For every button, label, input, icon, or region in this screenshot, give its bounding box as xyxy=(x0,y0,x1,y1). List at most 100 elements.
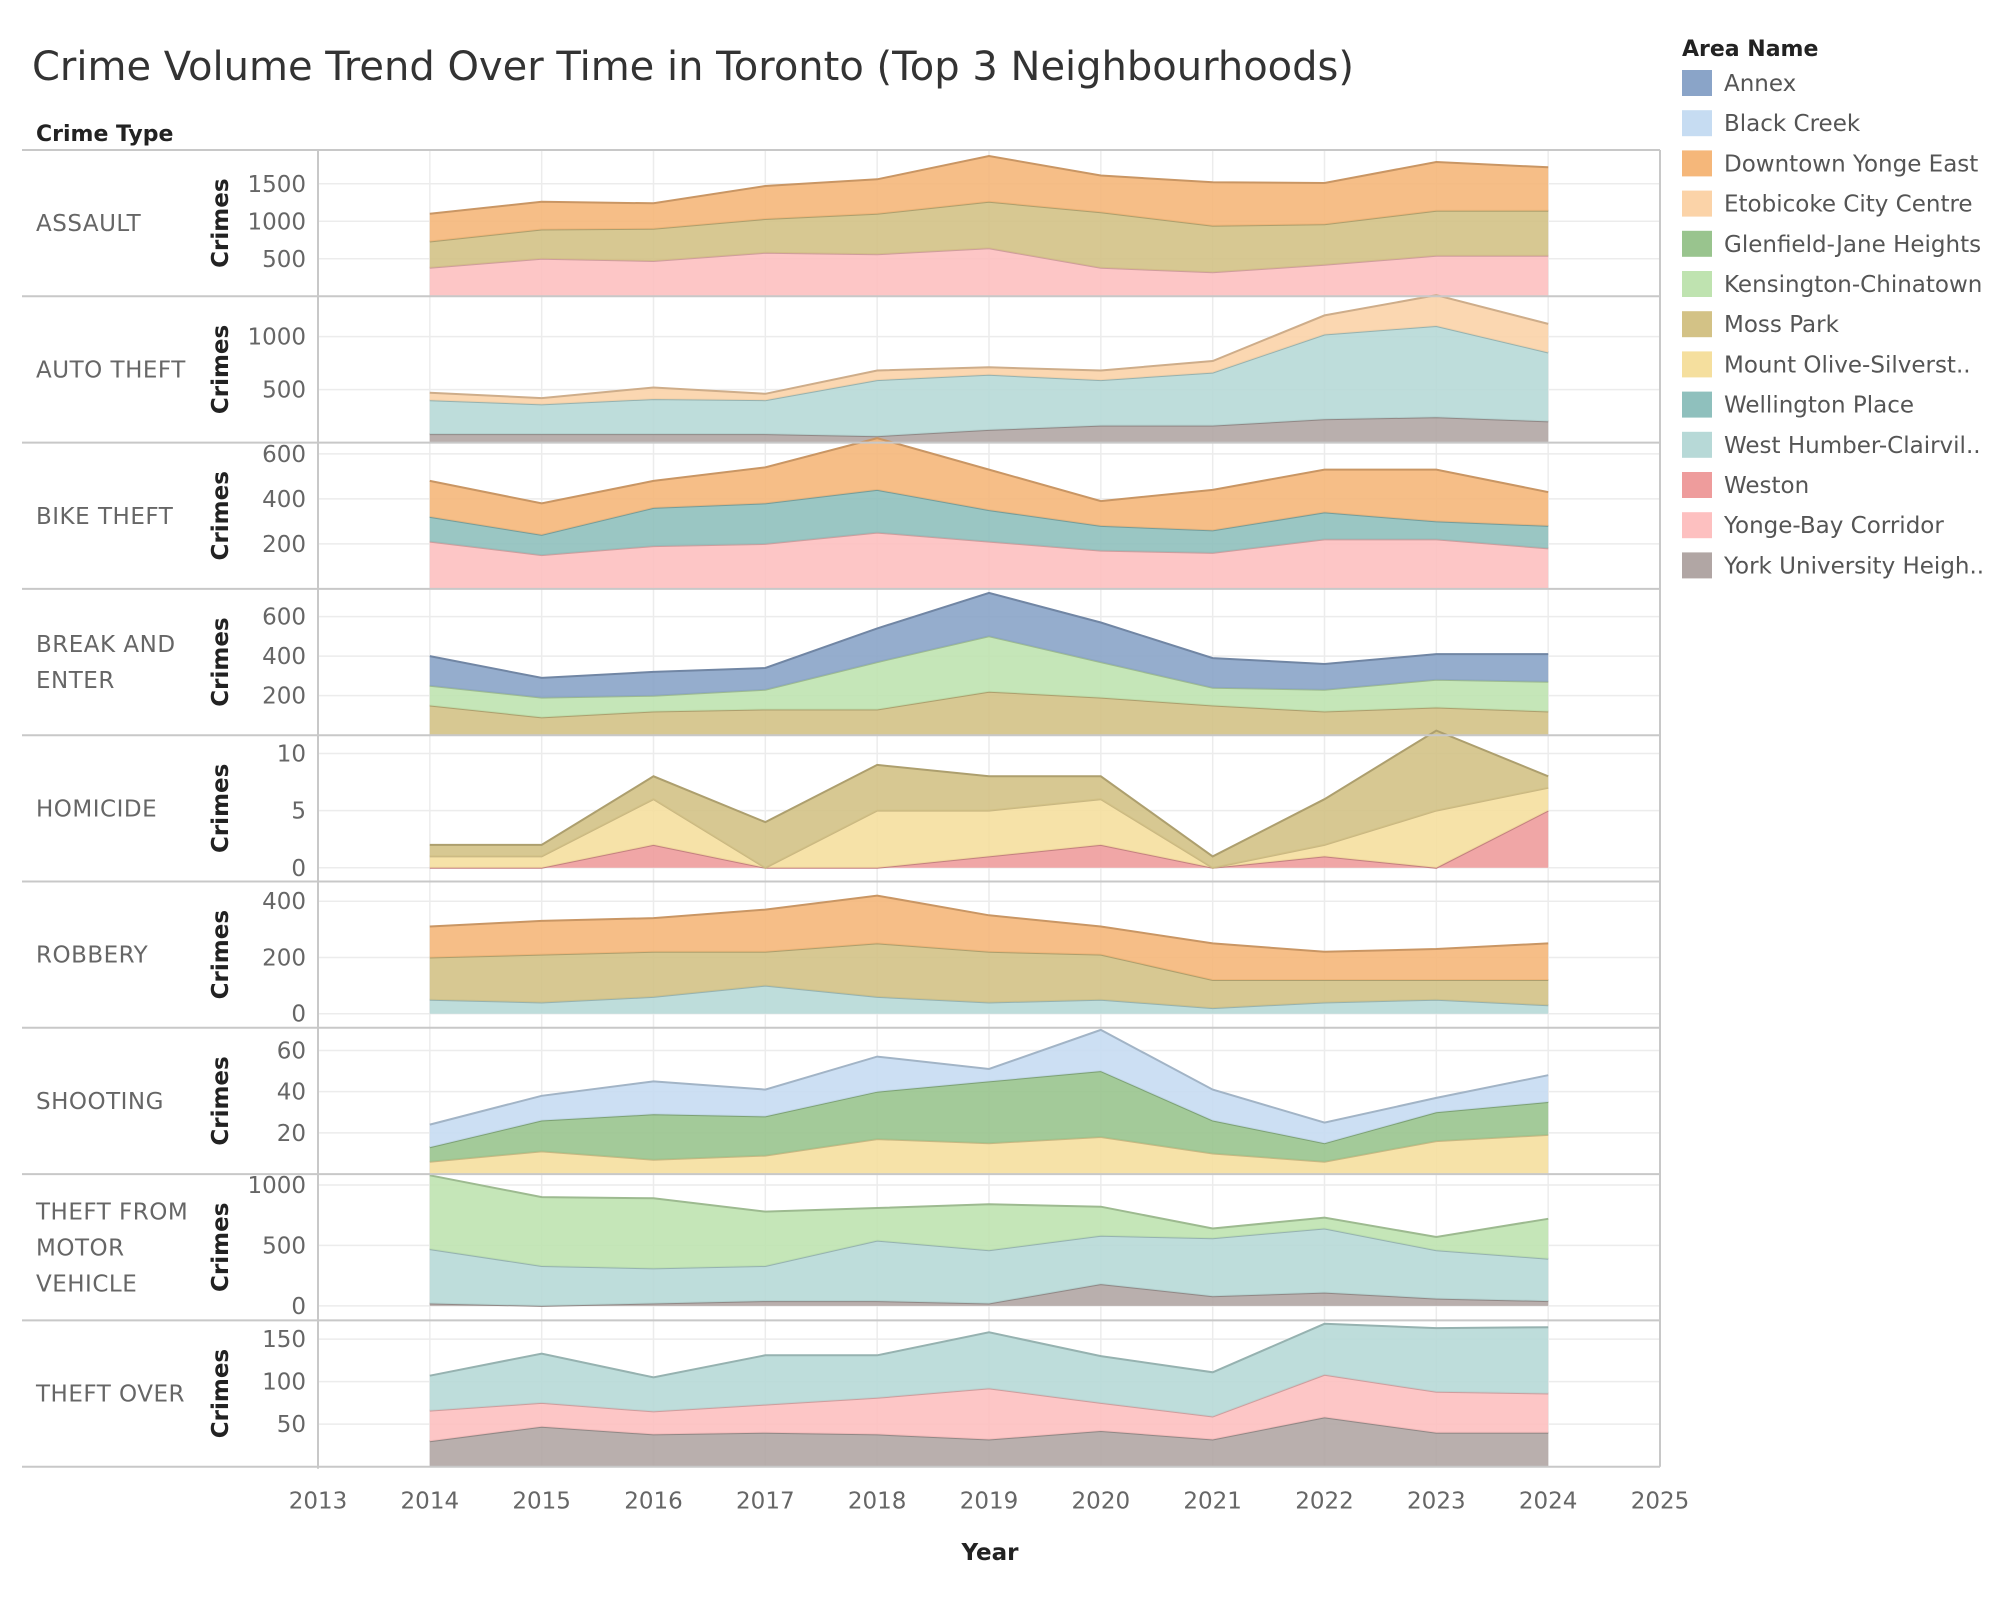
y-axis-label: Crimes xyxy=(208,1203,234,1292)
y-tick-label: 60 xyxy=(277,1038,306,1064)
area-moss-park xyxy=(429,943,1549,1009)
crime-type-label: HOMICIDE xyxy=(36,796,157,822)
chart-title: Crime Volume Trend Over Time in Toronto … xyxy=(32,44,1354,90)
area-york-university-heigh- xyxy=(429,1417,1549,1467)
x-tick-label: 2023 xyxy=(1407,1489,1466,1515)
y-tick-label: 20 xyxy=(277,1121,306,1147)
y-tick-label: 400 xyxy=(262,644,306,670)
y-tick-label: 1000 xyxy=(247,209,306,235)
legend-label: Weston xyxy=(1724,473,1809,499)
x-tick-label: 2016 xyxy=(624,1489,683,1515)
x-tick-label: 2022 xyxy=(1295,1489,1354,1515)
crime-type-label: SHOOTING xyxy=(36,1089,164,1115)
y-tick-label: 40 xyxy=(277,1080,306,1106)
legend-label: Annex xyxy=(1724,71,1796,97)
legend-swatch xyxy=(1682,472,1712,498)
legend-swatch xyxy=(1682,150,1712,177)
y-tick-label: 200 xyxy=(262,945,306,971)
x-tick-label: 2020 xyxy=(1072,1489,1131,1515)
crime-type-label: BIKE THEFT xyxy=(36,504,174,530)
y-tick-label: 50 xyxy=(277,1412,306,1438)
y-axis-label: Crimes xyxy=(208,325,234,414)
y-axis-label: Crimes xyxy=(208,910,234,999)
area-edge-line xyxy=(429,294,1549,400)
y-axis-label: Crimes xyxy=(208,178,234,267)
y-tick-label: 100 xyxy=(262,1370,306,1396)
y-axis-label: Crimes xyxy=(208,764,234,853)
legend-swatch xyxy=(1682,190,1712,217)
y-tick-label: 5 xyxy=(291,799,306,825)
x-axis-label: Year xyxy=(960,1540,1019,1566)
legend-swatch xyxy=(1682,512,1712,539)
area-black-creek xyxy=(429,1029,1549,1148)
area-yonge-bay-corridor xyxy=(429,248,1549,297)
legend-swatch xyxy=(1682,311,1712,338)
area-edge-line xyxy=(429,437,1549,505)
y-tick-label: 400 xyxy=(262,487,306,513)
area-yonge-bay-corridor xyxy=(429,1374,1549,1442)
y-tick-label: 0 xyxy=(291,856,306,882)
x-tick-label: 2019 xyxy=(960,1489,1019,1515)
area-edge-line xyxy=(429,894,1549,953)
legend-swatch xyxy=(1682,110,1712,137)
legend-swatch xyxy=(1682,271,1712,297)
legend-title: Area Name xyxy=(1682,37,1818,62)
row-header: Crime Type xyxy=(36,122,173,147)
y-axis-label: Crimes xyxy=(208,1056,234,1145)
legend-label: Downtown Yonge East xyxy=(1724,151,1978,177)
area-west-humber-clairvil- xyxy=(429,326,1549,437)
crime-type-label: ASSAULT xyxy=(36,211,142,237)
x-tick-label: 2014 xyxy=(401,1489,460,1515)
crime-type-label: THEFT FROM MOTOR VEHICLE xyxy=(35,1199,188,1297)
y-tick-label: 400 xyxy=(262,889,306,915)
y-tick-label: 500 xyxy=(262,378,306,404)
x-tick-label: 2018 xyxy=(848,1489,907,1515)
legend-label: Black Creek xyxy=(1724,111,1861,137)
area-west-humber-clairvil- xyxy=(429,1228,1549,1306)
crime-type-label: BREAK AND ENTER xyxy=(36,632,176,694)
legend-label: Mount Olive-Silverst.. xyxy=(1724,352,1971,378)
area-york-university-heigh- xyxy=(429,1284,1549,1306)
y-axis-label: Crimes xyxy=(208,1349,234,1438)
legend-label: York University Heigh.. xyxy=(1723,553,1984,579)
area-edge-line xyxy=(429,154,1549,215)
area-moss-park xyxy=(429,201,1549,273)
x-tick-label: 2024 xyxy=(1519,1489,1578,1515)
legend: Annex Black Creek Downtown Yonge East Etobi… xyxy=(1682,70,1984,579)
x-tick-label: 2021 xyxy=(1183,1489,1242,1515)
area-edge-line xyxy=(429,1322,1549,1379)
y-tick-label: 1500 xyxy=(247,172,306,198)
y-tick-label: 600 xyxy=(262,442,306,468)
area-moss-park xyxy=(429,730,1549,868)
y-tick-label: 200 xyxy=(262,532,306,558)
y-tick-label: 200 xyxy=(262,684,306,710)
x-tick-label: 2017 xyxy=(736,1489,795,1515)
y-tick-label: 1000 xyxy=(247,325,306,351)
y-tick-label: 10 xyxy=(277,741,306,767)
text-layer: 50010001500CrimesASSAULT5001000CrimesAUT… xyxy=(35,172,1689,1515)
y-tick-label: 500 xyxy=(262,1233,306,1259)
area-annex xyxy=(429,592,1549,698)
area-mount-olive-silverst- xyxy=(429,1134,1549,1175)
area-kensington-chinatown xyxy=(429,636,1549,718)
area-edge-line xyxy=(429,729,1549,858)
area-mount-olive-silverst- xyxy=(429,787,1549,868)
legend-label: West Humber-Clairvil.. xyxy=(1724,433,1981,459)
area-west-humber-clairvil- xyxy=(429,1323,1549,1417)
legend-swatch xyxy=(1682,70,1712,96)
area-west-humber-clairvil- xyxy=(429,985,1549,1014)
area-glenfield-jane-heights xyxy=(429,1071,1549,1162)
legend-label: Moss Park xyxy=(1724,312,1840,338)
y-tick-label: 500 xyxy=(262,247,306,273)
area-etobicoke-city-centre xyxy=(429,295,1549,405)
y-tick-label: 600 xyxy=(262,605,306,631)
area-edge-line xyxy=(429,1028,1549,1126)
legend-label: Glenfield-Jane Heights xyxy=(1724,232,1981,258)
area-downtown-yonge-east xyxy=(429,438,1549,535)
y-axis-label: Crimes xyxy=(208,471,234,560)
legend-label: Etobicoke City Centre xyxy=(1724,192,1973,218)
legend-swatch xyxy=(1682,351,1712,378)
legend-swatch xyxy=(1682,431,1712,458)
legend-label: Kensington-Chinatown xyxy=(1724,272,1982,298)
